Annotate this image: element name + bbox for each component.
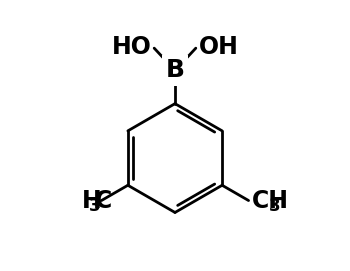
Text: B: B bbox=[166, 59, 184, 82]
Text: 3: 3 bbox=[89, 197, 100, 215]
Text: CH: CH bbox=[252, 189, 289, 212]
Text: C: C bbox=[95, 189, 112, 212]
Text: H: H bbox=[82, 189, 101, 212]
Text: HO: HO bbox=[112, 35, 152, 59]
Text: OH: OH bbox=[198, 35, 238, 59]
Text: 3: 3 bbox=[268, 197, 280, 215]
